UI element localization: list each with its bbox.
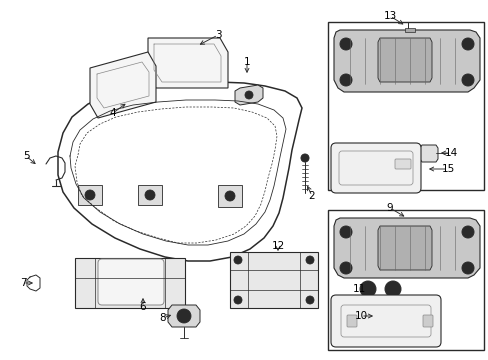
Circle shape — [461, 38, 473, 50]
Polygon shape — [138, 185, 162, 205]
Circle shape — [177, 309, 191, 323]
Polygon shape — [333, 218, 479, 278]
Text: 9: 9 — [386, 203, 392, 213]
Polygon shape — [235, 85, 263, 105]
Circle shape — [384, 281, 400, 297]
Circle shape — [339, 262, 351, 274]
Circle shape — [301, 154, 308, 162]
Circle shape — [234, 296, 242, 304]
Polygon shape — [377, 38, 431, 82]
Text: 10: 10 — [354, 311, 367, 321]
Circle shape — [461, 226, 473, 238]
Polygon shape — [75, 258, 184, 308]
Polygon shape — [168, 305, 200, 327]
Bar — [327, 210, 483, 350]
Circle shape — [464, 77, 470, 83]
Text: 8: 8 — [160, 313, 166, 323]
Polygon shape — [377, 226, 431, 270]
Circle shape — [244, 91, 252, 99]
Circle shape — [359, 281, 375, 297]
Circle shape — [461, 262, 473, 274]
Text: 11: 11 — [352, 284, 365, 294]
FancyBboxPatch shape — [330, 295, 440, 347]
Circle shape — [464, 265, 470, 271]
Bar — [327, 22, 483, 190]
Text: 13: 13 — [383, 11, 396, 21]
Circle shape — [461, 74, 473, 86]
Text: 2: 2 — [308, 191, 315, 201]
Circle shape — [339, 226, 351, 238]
Text: 14: 14 — [444, 148, 457, 158]
Text: 15: 15 — [441, 164, 454, 174]
Circle shape — [224, 191, 235, 201]
Polygon shape — [419, 145, 437, 162]
Circle shape — [145, 190, 155, 200]
Circle shape — [181, 313, 186, 319]
FancyBboxPatch shape — [394, 159, 410, 169]
Circle shape — [305, 256, 313, 264]
Circle shape — [339, 74, 351, 86]
Polygon shape — [229, 252, 317, 308]
Circle shape — [234, 256, 242, 264]
FancyBboxPatch shape — [330, 143, 420, 193]
Text: 6: 6 — [140, 302, 146, 312]
FancyBboxPatch shape — [98, 259, 163, 305]
Circle shape — [388, 285, 396, 293]
Circle shape — [464, 41, 470, 47]
Text: 5: 5 — [22, 151, 29, 161]
FancyBboxPatch shape — [346, 315, 356, 327]
Text: 4: 4 — [109, 108, 116, 118]
Polygon shape — [218, 185, 242, 207]
Circle shape — [464, 229, 470, 235]
Circle shape — [342, 265, 348, 271]
Polygon shape — [333, 30, 479, 92]
Text: 1: 1 — [243, 57, 250, 67]
Circle shape — [305, 296, 313, 304]
Polygon shape — [404, 28, 414, 32]
Circle shape — [85, 190, 95, 200]
Circle shape — [339, 38, 351, 50]
Polygon shape — [90, 52, 156, 118]
Circle shape — [363, 285, 371, 293]
Polygon shape — [78, 185, 102, 205]
Polygon shape — [58, 82, 302, 261]
Text: 3: 3 — [214, 30, 221, 40]
Polygon shape — [148, 38, 227, 88]
Circle shape — [342, 77, 348, 83]
Text: 12: 12 — [271, 241, 284, 251]
Circle shape — [342, 41, 348, 47]
Circle shape — [342, 229, 348, 235]
Text: 7: 7 — [20, 278, 26, 288]
FancyBboxPatch shape — [422, 315, 432, 327]
